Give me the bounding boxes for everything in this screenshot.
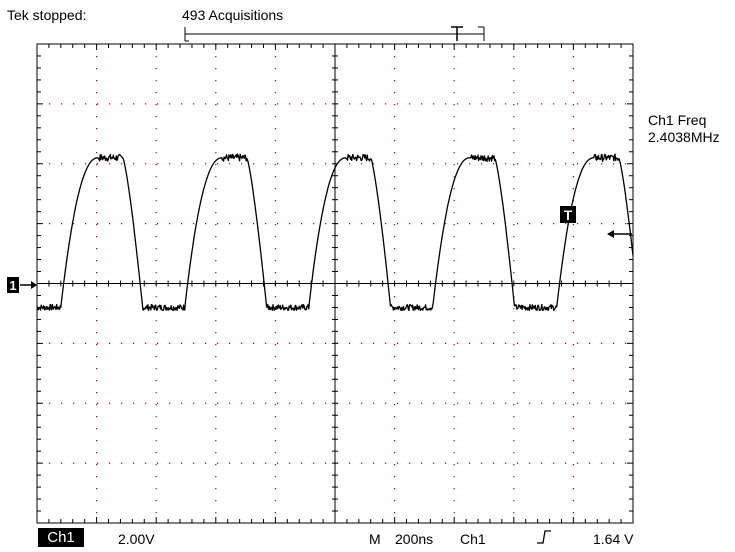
trigger-slope-rising-icon [537,530,551,544]
measurement-name: Ch1 Freq [648,112,707,128]
graticule-frame [36,43,634,524]
trigger-level: 1.64 V [593,531,634,547]
acquisition-count: 493 Acquisitions [182,7,284,23]
ch1-ground-arrow-icon [20,281,37,289]
trigger-source: Ch1 [460,531,486,547]
trigger-position-bar [184,26,485,42]
ch1-label-badge: Ch1 [38,528,84,547]
graticule-ticks [37,44,633,523]
trigger-level-arrow-icon [607,230,632,238]
timebase-mode: M [369,531,381,547]
time-per-div: 200ns [395,531,434,547]
ch1-ground-marker: 1 [7,277,19,293]
measurement-value: 2.4038MHz [648,129,720,145]
ch1-waveform [36,153,634,312]
volts-per-div: 2.00V [118,531,155,547]
acquisition-state: Tek stopped: [7,7,87,23]
trigger-point-marker: T [560,206,576,223]
